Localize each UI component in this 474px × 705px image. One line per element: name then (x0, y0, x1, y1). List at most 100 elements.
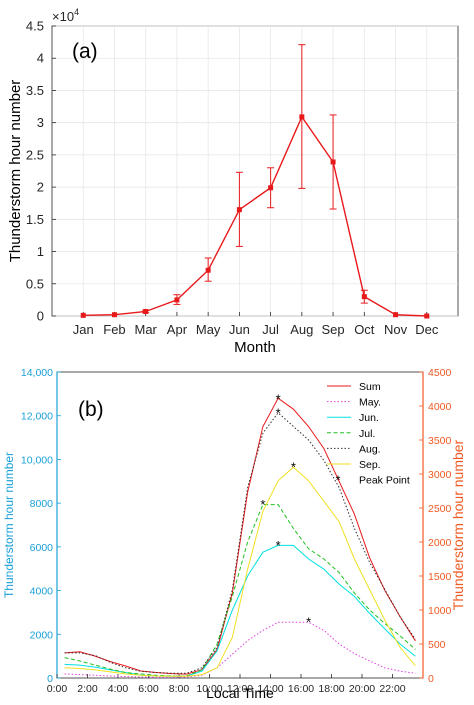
panel-a-plot-frame (51, 25, 459, 317)
panel-b-right-y-tick-label: 1000 (428, 605, 452, 617)
panel-b-x-tick-label: 10:00 (196, 683, 222, 695)
panel-b-legend-label: Jul. (359, 428, 375, 440)
panel-b-legend-marker: * (335, 473, 340, 488)
panel-b-right-y-tick-label: 2500 (428, 503, 452, 515)
panel-a-y-tick-label: 2 (37, 180, 44, 195)
panel-a-y-tick-label: 2.5 (26, 147, 44, 162)
panel-b-x-tick-label: 0:00 (47, 683, 68, 695)
panel-a-label: (a) (72, 40, 98, 63)
panel-a-data-point (393, 312, 399, 318)
panel-a-data-point (80, 312, 86, 318)
panel-a-data-point (299, 114, 305, 120)
panel-b-left-y-tick-label: 6000 (30, 542, 54, 554)
panel-b-right-y-tick-label: 1500 (428, 571, 452, 583)
panel-a-x-tick-label: Jun (229, 322, 250, 337)
panel-a-y-tick-labels: 0 0.5 1 1.5 2 2.5 3 3.5 4 4.5 (26, 19, 44, 324)
panel-a-y-exponent: ×104 (52, 7, 79, 24)
panel-b-series-line-aug (64, 412, 416, 674)
panel-b-series (64, 397, 416, 678)
panel-b-left-y-tick-label: 12,000 (21, 411, 53, 423)
panel-b-x-tick-label: 2:00 (77, 683, 98, 695)
panel-a-data-point (236, 207, 242, 213)
panel-b-peak-point-marker: * (276, 538, 281, 553)
panel-b-peak-point-marker: * (291, 460, 296, 475)
panel-a-y-tick-label: 3.5 (26, 83, 44, 98)
panel-b-left-y-tick-label: 0 (47, 673, 53, 685)
panel-b-legend: Sum May. Jun. Jul. Aug. Sep. * Peak Point (327, 381, 410, 488)
panel-a-y-tick-label: 4.5 (26, 19, 44, 34)
panel-a-x-tick-label: Mar (134, 322, 157, 337)
panel-b-x-tick-label: 22:00 (379, 683, 405, 695)
panel-b-left-y-tick-label: 10,000 (21, 454, 53, 466)
panel-a-x-tick-label: Dec (415, 322, 439, 337)
panel-b-ticks: 0:00 2:00 4:00 6:00 8:00 10:00 12:00 14:00 16:00… (21, 367, 452, 695)
panel-a-y-axis-label: Thunderstorm hour number (7, 80, 24, 263)
panel-b-x-tick-label: 8:00 (169, 683, 190, 695)
panel-b-x-tick-label: 4:00 (108, 683, 129, 695)
panel-b-peak-point-marker: * (276, 405, 281, 420)
panel-a-x-tick-label: Feb (103, 322, 125, 337)
panel-b-legend-label: Peak Point (359, 475, 410, 487)
panel-b-right-y-axis-label: Thunderstorm hour number (450, 439, 466, 610)
panel-b-series-line-sep (64, 466, 416, 677)
panel-b-legend-label: Aug. (359, 443, 381, 455)
panel-b-label: (b) (78, 398, 104, 421)
panel-b-legend-label: Jun. (359, 412, 379, 424)
panel-b-left-y-tick-label: 8000 (30, 498, 54, 510)
panel-b-left-y-tick-label: 2000 (30, 629, 54, 641)
panel-a-data-point (143, 308, 149, 314)
panel-a-x-tick-labels: Jan Feb Mar Apr May Jun Jul Aug Sep Oct Nov Dec (73, 322, 439, 337)
panel-b-legend-label: Sep. (359, 459, 381, 471)
panel-b-legend-label: Sum (359, 381, 381, 393)
panel-a-data-point (111, 312, 117, 318)
panel-b-x-tick-label: 14:00 (257, 683, 283, 695)
panel-a-x-tick-label: Oct (354, 322, 375, 337)
panel-b-series-line-jul (64, 504, 416, 677)
panel-b-right-y-tick-label: 3000 (428, 469, 452, 481)
panel-a-data-point (361, 294, 367, 300)
panel-b-left-y-axis-label: Thunderstorm hour number (2, 452, 16, 598)
panel-b-series-line-may (64, 621, 416, 678)
panel-b-legend-label: May. (359, 397, 381, 409)
panel-b-series-line-sum (64, 397, 416, 675)
panel-b-right-y-tick-label: 500 (428, 639, 446, 651)
panel-a-data-point (174, 297, 180, 303)
panel-a-grid (52, 25, 458, 317)
panel-b-peak-points: ****** (260, 392, 311, 630)
panel-b-x-axis-label: Local Time (206, 685, 274, 701)
panel-a-y-tick-label: 1.5 (26, 212, 44, 227)
panel-b-x-tick-label: 12:00 (227, 683, 253, 695)
panel-a-data-point (424, 313, 430, 319)
panel-b: 0:00 2:00 4:00 6:00 8:00 10:00 12:00 14:00 16:00… (2, 367, 466, 701)
panel-b-right-y-tick-label: 2000 (428, 537, 452, 549)
panel-b-left-y-tick-label: 4000 (30, 586, 54, 598)
panel-a-series-line (83, 115, 427, 317)
panel-b-x-tick-label: 20:00 (349, 683, 375, 695)
panel-a-y-tick-label: 4 (37, 51, 44, 66)
panel-a-x-tick-label: Nov (384, 322, 408, 337)
panel-a-x-tick-label: Jul (262, 322, 279, 337)
panel-b-x-tick-label: 16:00 (288, 683, 314, 695)
panel-a-y-tick-label: 3 (37, 115, 44, 130)
panel-b-x-tick-label: 6:00 (138, 683, 159, 695)
panel-b-right-y-tick-label: 3500 (428, 435, 452, 447)
panel-a-y-tick-label: 0 (37, 309, 44, 324)
panel-a-data-point (268, 185, 274, 191)
panel-a-x-tick-label: Aug (290, 322, 313, 337)
panel-a-x-tick-label: Sep (322, 322, 345, 337)
panel-b-peak-point-marker: * (276, 392, 281, 407)
panel-b-peak-point-marker: * (260, 497, 265, 512)
panel-b-right-y-tick-label: 4000 (428, 401, 452, 413)
panel-a: 00.511.522.533.544.5 Jan Feb Mar Apr May Jun J… (7, 7, 459, 356)
panel-b-x-tick-label: 18:00 (318, 683, 344, 695)
panel-a-data-point (205, 267, 211, 273)
panel-b-plot-frame (56, 371, 424, 679)
panel-a-x-tick-label: May (196, 322, 221, 337)
panel-b-peak-point-marker: * (306, 615, 311, 630)
panel-a-x-tick-label: Apr (167, 322, 188, 337)
panel-a-series (80, 114, 430, 319)
panel-a-x-axis-label: Month (234, 339, 276, 356)
panel-b-right-y-tick-label: 0 (428, 673, 434, 685)
panel-a-y-tick-label: 1 (37, 244, 44, 259)
